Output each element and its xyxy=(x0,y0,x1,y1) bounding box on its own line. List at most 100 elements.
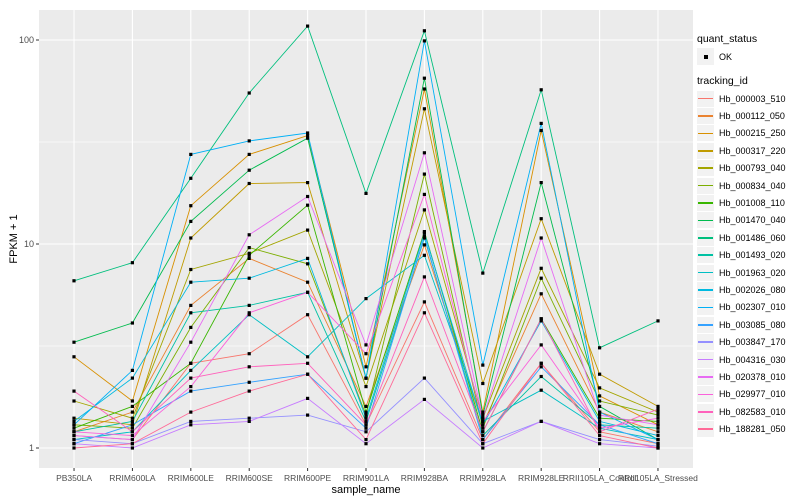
legend-key xyxy=(697,177,714,194)
legend-item: Hb_188281_050 xyxy=(697,420,786,438)
x-tick-label: RRIM600PE xyxy=(283,473,332,483)
data-point xyxy=(130,426,134,430)
data-point xyxy=(481,413,485,417)
data-point xyxy=(539,361,543,365)
x-tick-label: RRII105LA_Stressed xyxy=(618,473,698,483)
legend-tracking-entries: Hb_000003_510 Hb_000112_050 Hb_000215_250 H… xyxy=(697,90,786,438)
data-point xyxy=(247,233,251,237)
legend-item: Hb_001486_060 xyxy=(697,229,786,246)
legend-label: Hb_000317_220 xyxy=(719,145,786,156)
legend-label: Hb_082583_010 xyxy=(719,406,786,417)
data-point xyxy=(598,419,602,423)
data-point xyxy=(422,87,426,91)
legend-line-icon xyxy=(698,254,713,256)
data-point xyxy=(422,231,426,235)
data-point xyxy=(422,172,426,176)
data-point xyxy=(598,423,602,427)
data-point xyxy=(364,365,368,369)
data-point xyxy=(422,39,426,43)
data-point xyxy=(539,276,543,280)
data-point xyxy=(422,76,426,80)
legend-key xyxy=(697,351,714,368)
data-point xyxy=(422,300,426,304)
data-point xyxy=(247,380,251,384)
data-point xyxy=(130,430,134,434)
legend-item: Hb_001963_020 xyxy=(697,264,786,281)
data-point xyxy=(481,430,485,434)
data-point xyxy=(364,191,368,195)
legend-label: Hb_002307_010 xyxy=(719,302,786,313)
data-point xyxy=(130,419,134,423)
point-icon xyxy=(703,54,708,59)
legend-key xyxy=(697,195,714,212)
legend-line-icon xyxy=(698,341,713,343)
data-point xyxy=(306,396,310,400)
legend-item: Hb_001470_040 xyxy=(697,212,786,229)
data-point xyxy=(598,386,602,390)
legend-line-icon xyxy=(698,132,713,135)
data-point xyxy=(539,317,543,321)
data-point xyxy=(422,107,426,111)
legend-line-icon xyxy=(698,289,713,291)
data-point xyxy=(364,343,368,347)
data-point xyxy=(656,413,660,417)
data-point xyxy=(422,208,426,212)
data-point xyxy=(72,340,76,344)
data-point xyxy=(130,442,134,446)
data-point xyxy=(306,413,310,417)
data-point xyxy=(539,121,543,125)
data-point xyxy=(656,446,660,450)
legend-key xyxy=(697,108,714,125)
legend-line-icon xyxy=(698,97,713,100)
legend-label: Hb_001008_110 xyxy=(719,198,785,209)
legend-label: Hb_029977_010 xyxy=(719,389,786,400)
legend-line-icon xyxy=(698,271,713,274)
legend-key-ok xyxy=(697,48,714,65)
data-point xyxy=(189,389,193,393)
data-point xyxy=(539,319,543,323)
legend-label: Hb_000215_250 xyxy=(719,128,786,139)
x-tick-label: RRIM600LE xyxy=(167,473,214,483)
data-point xyxy=(598,438,602,442)
data-point xyxy=(247,365,251,369)
data-point xyxy=(247,352,251,356)
data-point xyxy=(189,219,193,223)
data-point xyxy=(306,228,310,232)
legend-key xyxy=(697,142,714,159)
legend-label: Hb_004316_030 xyxy=(719,354,786,365)
y-tick-label: 10 xyxy=(23,239,34,249)
legend-key xyxy=(697,160,714,177)
legend-key xyxy=(697,316,714,333)
data-point xyxy=(656,444,660,448)
data-point xyxy=(364,416,368,420)
data-point xyxy=(539,292,543,296)
legend-label: Hb_003085_080 xyxy=(719,319,786,330)
data-point xyxy=(539,343,543,347)
data-point xyxy=(306,181,310,185)
data-point xyxy=(306,134,310,138)
data-point xyxy=(539,181,543,185)
data-point xyxy=(189,176,193,180)
data-point xyxy=(598,346,602,350)
legend-item: Hb_000793_040 xyxy=(697,160,786,177)
data-point xyxy=(481,426,485,430)
data-point xyxy=(72,419,76,423)
data-point xyxy=(130,261,134,265)
data-point xyxy=(130,434,134,438)
legend-label: Hb_001486_060 xyxy=(719,232,786,243)
legend-line-icon xyxy=(698,410,713,413)
data-point xyxy=(306,280,310,284)
x-tick-label: RRIM928LE xyxy=(518,473,565,483)
data-point xyxy=(72,279,76,283)
data-point xyxy=(364,297,368,301)
data-point xyxy=(130,368,134,372)
data-point xyxy=(247,251,251,255)
data-point xyxy=(306,131,310,135)
data-point xyxy=(539,217,543,221)
legend-key xyxy=(697,229,714,246)
x-tick-label: RRIM928LA xyxy=(459,473,506,483)
data-point xyxy=(189,423,193,427)
legend-item: Hb_003085_080 xyxy=(697,316,786,333)
legend-label-ok: OK xyxy=(719,51,733,62)
data-point xyxy=(247,303,251,307)
